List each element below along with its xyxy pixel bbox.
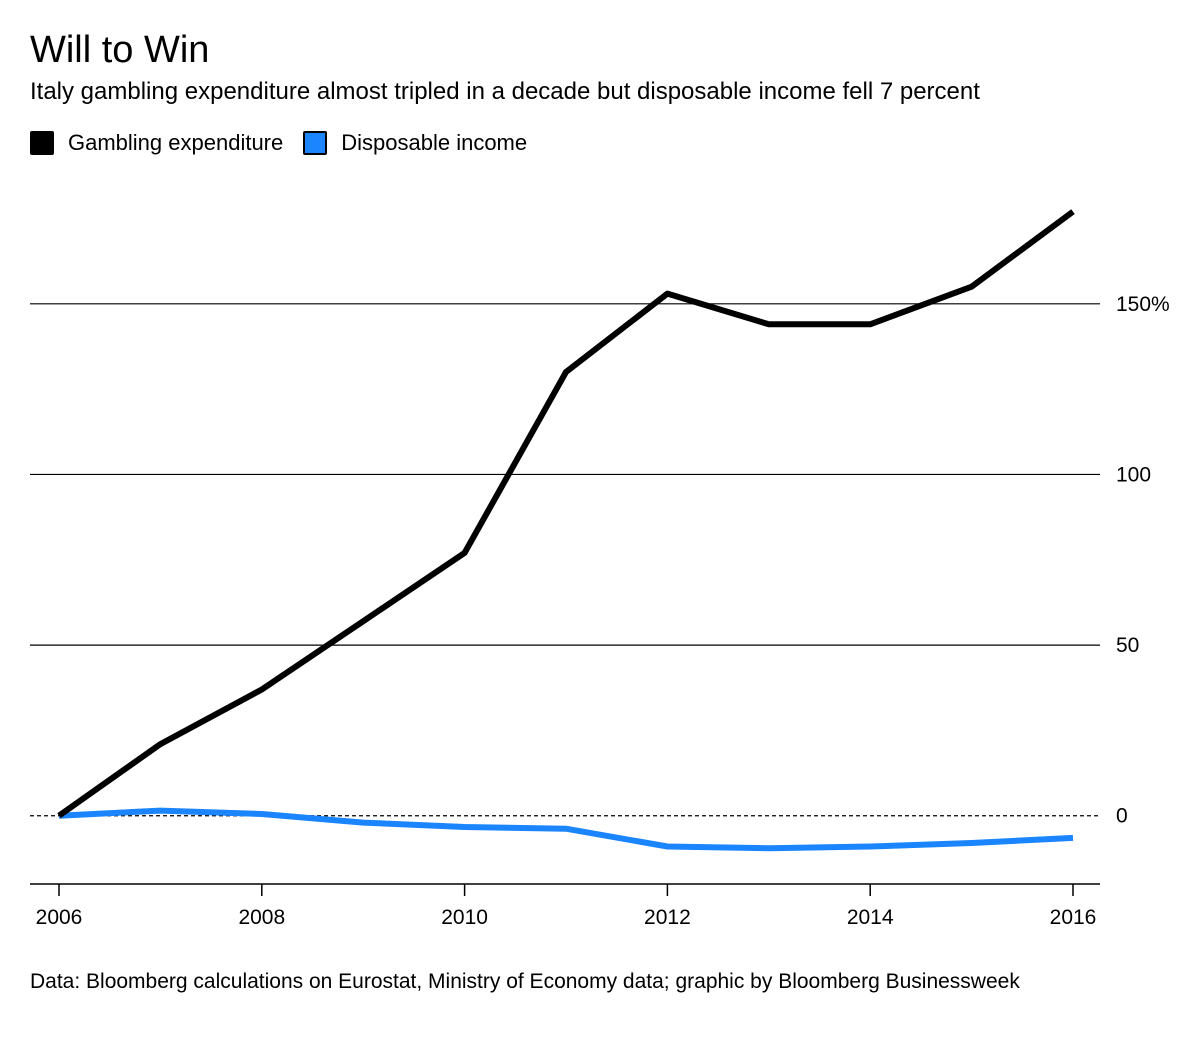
x-tick-label-2016: 2016 (1050, 906, 1097, 929)
series-line-gambling-expenditure (57, 209, 1075, 819)
line-chart: 0 50 100 150% 2006 2008 2010 2012 2014 2016 (30, 209, 1170, 929)
legend-label-income: Disposable income (341, 130, 528, 155)
legend-label-gambling: Gambling expenditure (68, 130, 284, 155)
chart-title: Will to Win (30, 29, 210, 71)
x-tick-label-2006: 2006 (36, 906, 83, 929)
x-tick-label-2014: 2014 (847, 906, 894, 929)
x-tick-label-2010: 2010 (441, 906, 488, 929)
chart-subtitle: Italy gambling expenditure almost triple… (30, 78, 980, 105)
legend: Gambling expenditure Disposable income (30, 128, 547, 158)
x-tick-label-2008: 2008 (238, 906, 285, 929)
y-tick-label-150: 150% (1116, 293, 1170, 316)
y-tick-label-100: 100 (1116, 463, 1151, 486)
legend-item-gambling: Gambling expenditure (30, 128, 283, 158)
legend-item-income: Disposable income (303, 128, 527, 158)
y-tick-label-0: 0 (1116, 805, 1128, 828)
source-note: Data: Bloomberg calculations on Eurostat… (30, 970, 1020, 993)
x-tick-label-2012: 2012 (644, 906, 691, 929)
y-tick-label-50: 50 (1116, 634, 1139, 657)
legend-swatch-gambling (30, 131, 54, 155)
series-line-disposable-income (58, 807, 1074, 852)
legend-swatch-income (303, 131, 328, 155)
